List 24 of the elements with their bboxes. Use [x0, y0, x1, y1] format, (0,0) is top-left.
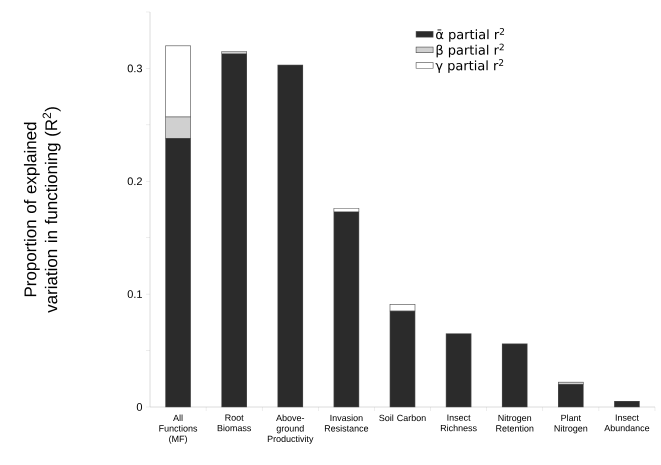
y-axis-title: Proportion of explained variation in functioning (R$^{2}$) — [24, 107, 61, 313]
bar — [277, 64, 304, 408]
x-tick-label: Soil Carbon — [379, 414, 426, 422]
legend-label: γ partial r$^{2}$ — [436, 59, 504, 73]
bar — [334, 211, 360, 408]
y-tick-label: 0.2 — [128, 177, 142, 186]
bar — [614, 401, 640, 408]
x-tick-label: Above-ground Productivity — [268, 414, 314, 444]
x-tick-label: Insect Richness — [440, 414, 477, 432]
y-tick-label: 0.3 — [128, 64, 142, 72]
y-tick-label: 0.1 — [128, 290, 142, 298]
bar — [446, 333, 472, 408]
x-tick-label: Nitrogen Retention — [496, 414, 534, 432]
x-tick-label: Insect Abundance — [604, 414, 650, 432]
x-tick-label: All Functions (MF) — [159, 414, 198, 444]
bar — [502, 344, 528, 408]
bar — [558, 384, 584, 408]
x-tick-label: Plant Nitrogen — [554, 414, 588, 434]
legend-label: ᾱ partial r$^{2}$ — [436, 28, 504, 42]
bar — [221, 53, 247, 408]
legend-label: β partial r$^{2}$ — [436, 44, 504, 58]
x-tick-label: Root Biomass — [218, 414, 252, 432]
x-tick-label: Invasion Resistance — [324, 414, 368, 432]
y-tick-label: 0 — [136, 403, 142, 411]
